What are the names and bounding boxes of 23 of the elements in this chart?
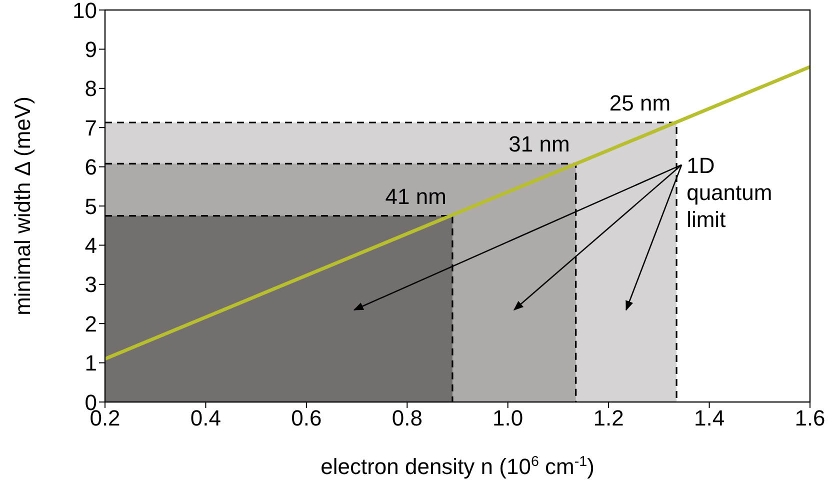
- y-tick-label: 10: [72, 0, 97, 23]
- y-tick-label: 5: [84, 194, 97, 219]
- y-axis-title: minimal width Δ (meV): [10, 96, 35, 316]
- x-tick-label: 0.6: [291, 406, 322, 431]
- y-tick-label: 1: [84, 350, 97, 376]
- y-tick-label: 4: [84, 233, 97, 258]
- y-tick-label: 3: [84, 272, 97, 298]
- annotation: 31 nm: [508, 132, 570, 157]
- x-tick-label: 1.0: [492, 406, 524, 431]
- x-tick-label: 1.4: [694, 406, 725, 431]
- y-tick-label: 6: [84, 154, 97, 180]
- y-tick-label: 2: [84, 311, 97, 336]
- y-tick-label: 7: [84, 115, 97, 140]
- x-tick-label: 1.2: [593, 406, 624, 431]
- x-tick-label: 0.4: [190, 406, 222, 431]
- y-tick-label: 8: [84, 76, 97, 102]
- x-tick-label: 1.6: [794, 406, 826, 431]
- y-tick-label: 9: [84, 37, 97, 62]
- x-tick-label: 0.8: [392, 406, 422, 431]
- annotation: 25 nm: [609, 90, 671, 116]
- x-axis-title: electron density n (10$^{6}$ cm$^{-1}$): [320, 454, 594, 479]
- annotation: 1D quantum limit: [686, 152, 772, 232]
- annotation: 41 nm: [385, 184, 446, 209]
